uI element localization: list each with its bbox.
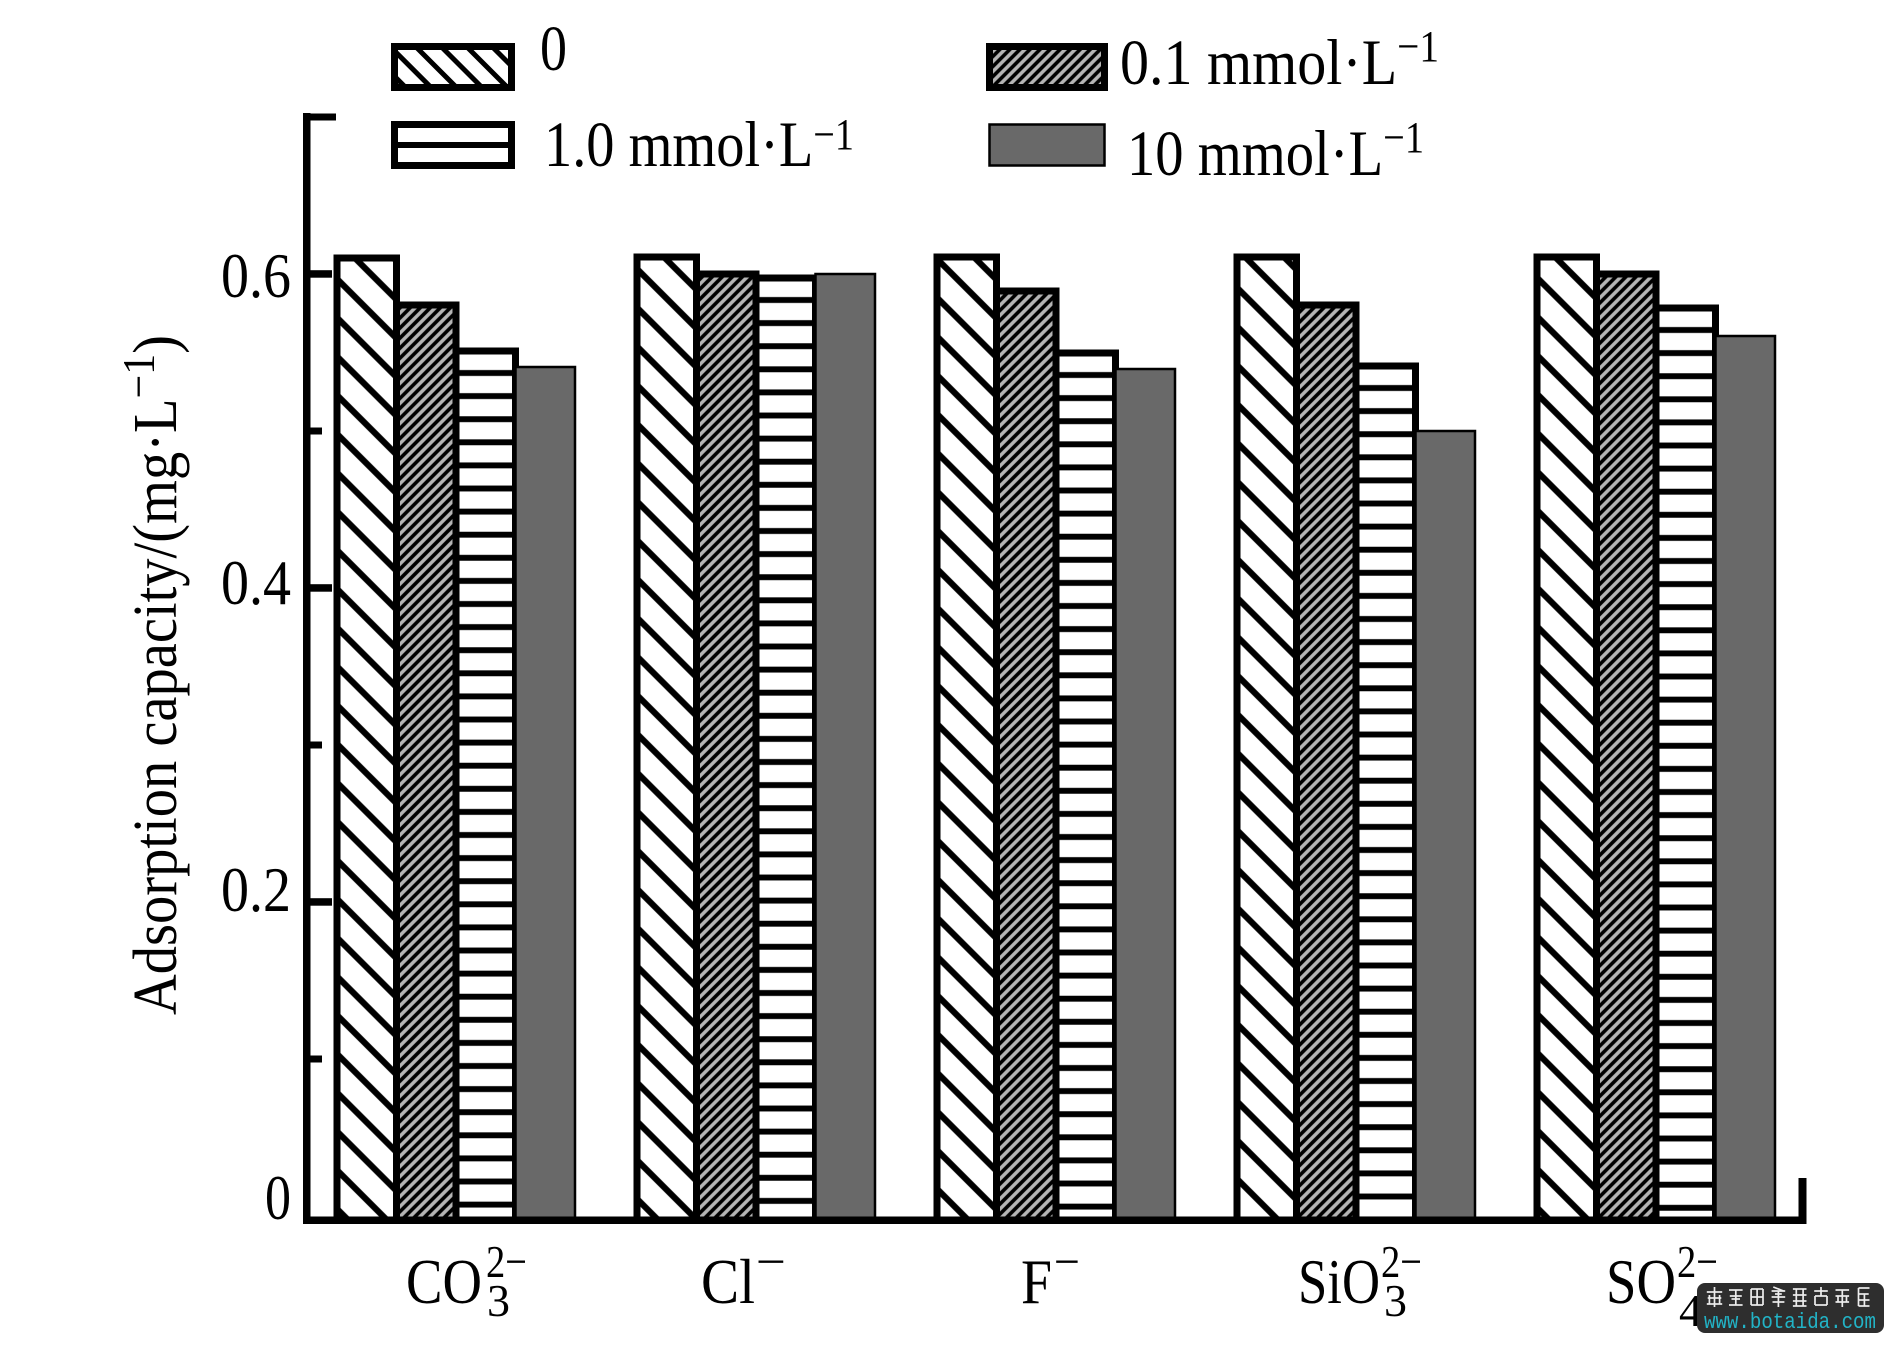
svg-text:0.6: 0.6 [221,241,291,311]
svg-text:1.0 mmol·L−1: 1.0 mmol·L−1 [544,109,854,181]
svg-text:0.4: 0.4 [221,548,291,618]
svg-text:www.botaida.com: www.botaida.com [1704,1310,1876,1335]
svg-text:2−: 2− [1381,1236,1422,1287]
svg-text:0: 0 [265,1163,291,1233]
svg-text:−: − [1054,1236,1080,1287]
svg-text:4: 4 [1679,1285,1702,1336]
svg-text:0: 0 [540,13,567,85]
svg-text:10 mmol·L−1: 10 mmol·L−1 [1127,113,1424,190]
svg-text:F: F [1021,1247,1052,1317]
svg-text:2−: 2− [486,1236,527,1287]
svg-text:SiO: SiO [1298,1247,1380,1317]
svg-text:2−: 2− [1677,1236,1718,1287]
svg-text:Adsorption capacity/(mg·L−1): Adsorption capacity/(mg·L−1) [113,335,190,1015]
svg-text:3: 3 [1384,1275,1407,1326]
svg-text:0.2: 0.2 [221,855,291,925]
svg-text:3: 3 [487,1275,510,1326]
svg-text:SO: SO [1606,1247,1676,1317]
svg-text:CO: CO [406,1247,482,1317]
svg-text:Cl: Cl [701,1247,755,1317]
svg-text:−: − [756,1236,786,1287]
svg-text:0.1 mmol·L−1: 0.1 mmol·L−1 [1120,22,1439,99]
